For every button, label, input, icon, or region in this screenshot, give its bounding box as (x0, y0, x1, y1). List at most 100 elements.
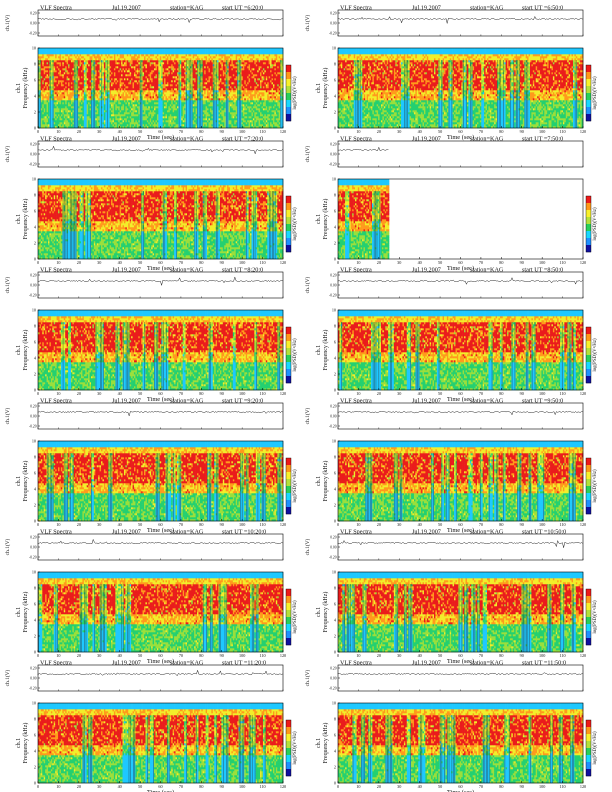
trace-tick-label: -0.20 (329, 687, 337, 691)
colorbar-segment (286, 107, 291, 114)
trace-axis-label: ch.1(V) (4, 669, 11, 686)
trace-tick-label: 0.20 (30, 667, 36, 671)
trace-frame (38, 534, 283, 560)
colorbar-segment (586, 748, 591, 755)
spectrogram-panel: VLF Spectra Jul.19,2007 station=KAG start U… (300, 3, 606, 135)
colorbar-label: log(PSD)(V²/Hz) (292, 338, 298, 372)
y-tick-label: 4 (334, 225, 337, 230)
trace-tick-label: 0.20 (30, 405, 36, 409)
colorbar-segment (586, 755, 591, 762)
trace-tick-label: -0.20 (29, 294, 37, 298)
colorbar-label: log(PSD)(V²/Hz) (592, 469, 598, 503)
y-axis-label: ch.1Frequency (kHz) (316, 723, 329, 764)
colorbar-segment (586, 493, 591, 500)
colorbar-segment (286, 114, 291, 121)
trace-tick-label: -0.20 (29, 425, 37, 429)
y-tick-label: 6 (334, 340, 336, 345)
spectrogram-image (38, 310, 283, 390)
trace-tick-label: -0.20 (329, 425, 337, 429)
colorbar-segment (286, 465, 291, 472)
spectrogram-panel: VLF Spectra Jul.19,2007 station=KAG start U… (300, 527, 606, 659)
trace-axis-label: ch.1(V) (304, 276, 311, 293)
y-tick-label: 10 (32, 570, 36, 575)
trace-tick-label: 0.20 (330, 405, 336, 409)
trace-tick-label: 0.00 (30, 153, 36, 157)
y-tick-label: 10 (332, 308, 336, 313)
colorbar-segment (586, 762, 591, 769)
colorbar-segment (586, 203, 591, 210)
spectrogram-image (338, 703, 583, 783)
panel-svg: VLF Spectra Jul.19,2007 station=KAG start U… (300, 3, 606, 135)
trace-tick-label: 0.00 (30, 677, 36, 681)
colorbar-segment (586, 93, 591, 100)
colorbar-segment (286, 500, 291, 507)
colorbar-segment (286, 362, 291, 369)
colorbar (586, 458, 591, 514)
colorbar (286, 65, 291, 121)
colorbar-segment (586, 210, 591, 217)
colorbar-segment (586, 631, 591, 638)
y-tick-label: 8 (334, 324, 336, 329)
x-tick-label: 100 (539, 784, 545, 789)
trace-frame (338, 272, 583, 298)
colorbar-segment (286, 355, 291, 362)
colorbar-label: log(PSD)(V²/Hz) (592, 207, 598, 241)
colorbar (286, 720, 291, 776)
colorbar-segment (586, 479, 591, 486)
panel-svg: VLF Spectra Jul.19,2007 station=KAG start U… (0, 134, 306, 266)
colorbar (586, 327, 591, 383)
trace-tick-label: -0.20 (29, 32, 37, 36)
colorbar-segment (586, 617, 591, 624)
panel-svg: VLF Spectra Jul.19,2007 station=KAG start U… (300, 134, 606, 266)
x-tick-label: 0 (337, 784, 339, 789)
x-tick-label: 70 (479, 784, 483, 789)
colorbar-label: log(PSD)(V²/Hz) (292, 600, 298, 634)
y-axis-label: ch.1Frequency (kHz) (316, 330, 329, 371)
trace-tick-label: 0.20 (30, 274, 36, 278)
x-tick-label: 120 (580, 784, 586, 789)
y-tick-label: 10 (332, 570, 336, 575)
y-tick-label: 6 (334, 602, 336, 607)
y-tick-label: 6 (34, 471, 36, 476)
trace-tick-label: 0.00 (330, 22, 336, 26)
colorbar-segment (586, 86, 591, 93)
y-tick-label: 2 (334, 110, 336, 115)
colorbar-segment (286, 624, 291, 631)
colorbar-segment (586, 334, 591, 341)
trace-axis-label: ch.1(V) (304, 407, 311, 424)
spectrogram-panel: VLF Spectra Jul.19,2007 station=KAG start U… (300, 134, 606, 266)
trace-axis-label: ch.1(V) (304, 145, 311, 162)
y-tick-label: 2 (34, 765, 36, 770)
trace-tick-label: 0.00 (330, 415, 336, 419)
colorbar (586, 720, 591, 776)
y-tick-label: 6 (34, 340, 36, 345)
colorbar-segment (286, 734, 291, 741)
trace-tick-label: 0.20 (330, 274, 336, 278)
colorbar-label: log(PSD)(V²/Hz) (292, 76, 298, 110)
trace-tick-label: 0.20 (30, 536, 36, 540)
trace-frame (338, 403, 583, 429)
spectrogram-image (38, 48, 283, 128)
y-axis-label: ch.1Frequency (kHz) (316, 592, 329, 633)
colorbar-segment (286, 217, 291, 224)
trace-axis-label: ch.1(V) (4, 538, 11, 555)
trace-tick-label: 0.20 (330, 536, 336, 540)
colorbar-segment (286, 458, 291, 465)
y-tick-label: 8 (334, 586, 336, 591)
colorbar-segment (286, 224, 291, 231)
colorbar-segment (286, 610, 291, 617)
colorbar-segment (586, 610, 591, 617)
y-tick-label: 8 (34, 62, 36, 67)
spectrogram-image (338, 441, 583, 521)
y-tick-label: 10 (32, 308, 36, 313)
colorbar-segment (586, 362, 591, 369)
x-tick-label: 40 (118, 784, 122, 789)
colorbar-segment (586, 465, 591, 472)
panel-svg: VLF Spectra Jul.19,2007 station=KAG start U… (300, 658, 606, 790)
colorbar-segment (286, 741, 291, 748)
colorbar-segment (286, 100, 291, 107)
colorbar-segment (286, 210, 291, 217)
x-tick-label: 90 (520, 784, 524, 789)
y-tick-label: 6 (334, 471, 336, 476)
